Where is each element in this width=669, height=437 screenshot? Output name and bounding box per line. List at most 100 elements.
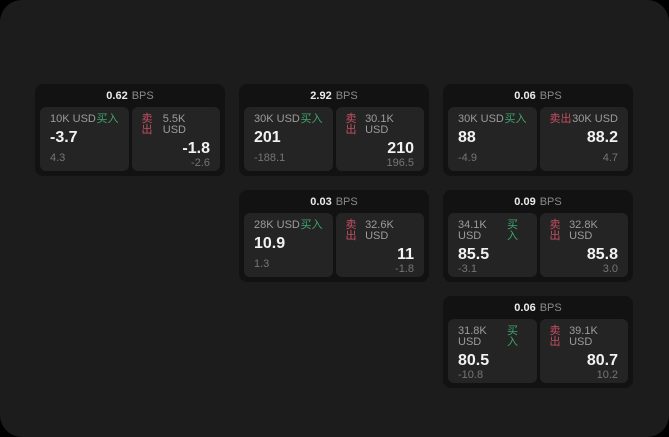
buy-panel-top: 34.1K USD 买入 <box>458 220 527 242</box>
sell-value: 11 <box>397 246 414 263</box>
buy-panel[interactable]: 30K USD 买入 201 -188.1 <box>244 107 333 171</box>
buy-panel[interactable]: 34.1K USD 买入 85.5 -3.1 <box>448 213 537 277</box>
sell-amount-label: 32.6K USD <box>365 219 394 242</box>
buy-side-label: 买入 <box>300 113 323 125</box>
buy-panel-top: 30K USD 买入 <box>254 114 323 125</box>
sell-value: 210 <box>387 140 414 157</box>
quote-card: 0.09 BPS 34.1K USD 买入 85.5 -3.1 卖出 32.8K… <box>443 190 633 282</box>
sell-amount-label: 5.5K USD <box>162 113 186 136</box>
buy-amount-label: 34.1K USD <box>458 219 487 242</box>
buy-value: 201 <box>254 129 281 146</box>
sell-value: 80.7 <box>586 352 618 369</box>
sell-sub-value: -1.8 <box>395 262 414 275</box>
sell-panel[interactable]: 卖出 30K USD 88.2 4.7 <box>539 107 628 171</box>
sell-sub-value: -2.6 <box>191 156 210 169</box>
quote-card: 0.06 BPS 30K USD 买入 88 -4.9 卖出 30K USD 8… <box>443 84 633 176</box>
buy-side-label: 买入 <box>506 325 518 348</box>
sell-sub-value: 10.2 <box>596 368 618 381</box>
buy-side-label: 买入 <box>96 113 119 125</box>
buy-sub-value: -4.9 <box>458 152 477 164</box>
sell-side-label: 卖出 <box>345 113 357 136</box>
sell-amount-label: 30.1K USD <box>365 113 394 136</box>
sell-side-label: 卖出 <box>549 219 561 242</box>
bps-value: 0.62 <box>106 89 128 102</box>
bps-value: 2.92 <box>310 89 332 102</box>
buy-amount-label: 30K USD <box>254 113 300 125</box>
buy-sub-value: -3.1 <box>458 262 477 275</box>
sell-sub-value: 3.0 <box>602 262 618 275</box>
sell-side-label: 卖出 <box>141 113 153 136</box>
panels-row: 30K USD 买入 201 -188.1 卖出 30.1K USD 210 1… <box>244 107 424 171</box>
buy-amount-label: 10K USD <box>50 113 96 125</box>
buy-panel-top: 30K USD 买入 <box>458 114 527 125</box>
sell-panel-top: 卖出 5.5K USD <box>142 114 211 136</box>
sell-panel[interactable]: 卖出 32.6K USD 11 -1.8 <box>335 213 424 277</box>
buy-side-label: 买入 <box>300 219 323 231</box>
buy-amount-label: 28K USD <box>254 219 300 231</box>
sell-value: 85.8 <box>586 246 618 263</box>
sell-panel-top: 卖出 30K USD <box>550 114 619 125</box>
quote-card: 0.62 BPS 10K USD 买入 -3.7 4.3 卖出 5.5K USD… <box>35 84 225 176</box>
buy-sub-value: -10.8 <box>458 368 484 381</box>
quote-card: 2.92 BPS 30K USD 买入 201 -188.1 卖出 30.1K … <box>239 84 429 176</box>
card-header: 0.06 BPS <box>448 84 628 107</box>
buy-amount-label: 30K USD <box>458 113 504 125</box>
sell-panel-top: 卖出 32.8K USD <box>550 220 619 242</box>
buy-panel[interactable]: 10K USD 买入 -3.7 4.3 <box>40 107 129 171</box>
buy-sub-value: -188.1 <box>254 152 286 164</box>
sell-amount-label: 30K USD <box>572 113 618 125</box>
bps-value: 0.09 <box>514 195 536 208</box>
sell-sub-value: 196.5 <box>386 156 414 169</box>
sell-amount-label: 32.8K USD <box>569 219 598 242</box>
buy-panel[interactable]: 31.8K USD 买入 80.5 -10.8 <box>448 319 537 383</box>
panels-row: 31.8K USD 买入 80.5 -10.8 卖出 39.1K USD 80.… <box>448 319 628 383</box>
buy-sub-value: 4.3 <box>50 152 66 164</box>
buy-side-label: 买入 <box>506 219 518 242</box>
sell-side-label: 卖出 <box>549 113 572 125</box>
sell-panel-top: 卖出 30.1K USD <box>346 114 415 136</box>
bps-unit-label: BPS <box>539 195 562 208</box>
buy-value: 10.9 <box>254 235 286 252</box>
bps-unit-label: BPS <box>335 89 358 102</box>
bps-unit-label: BPS <box>539 89 562 102</box>
panels-row: 28K USD 买入 10.9 1.3 卖出 32.6K USD 11 -1.8 <box>244 213 424 277</box>
buy-value: 85.5 <box>458 246 490 263</box>
buy-panel-top: 31.8K USD 买入 <box>458 326 527 348</box>
sell-panel-top: 卖出 39.1K USD <box>550 326 619 348</box>
quote-card: 0.03 BPS 28K USD 买入 10.9 1.3 卖出 32.6K US… <box>239 190 429 282</box>
sell-side-label: 卖出 <box>345 219 357 242</box>
sell-side-label: 卖出 <box>549 325 561 348</box>
buy-value: 88 <box>458 129 476 146</box>
buy-sub-value: 1.3 <box>254 258 270 270</box>
buy-panel-top: 28K USD 买入 <box>254 220 323 231</box>
buy-panel[interactable]: 28K USD 买入 10.9 1.3 <box>244 213 333 277</box>
sell-panel[interactable]: 卖出 32.8K USD 85.8 3.0 <box>539 213 628 277</box>
bps-unit-label: BPS <box>131 89 154 102</box>
sell-panel[interactable]: 卖出 5.5K USD -1.8 -2.6 <box>131 107 220 171</box>
buy-side-label: 买入 <box>504 113 527 125</box>
bps-unit-label: BPS <box>539 301 562 314</box>
buy-value: 80.5 <box>458 352 490 369</box>
panels-row: 34.1K USD 买入 85.5 -3.1 卖出 32.8K USD 85.8… <box>448 213 628 277</box>
bps-value: 0.06 <box>514 301 536 314</box>
bps-value: 0.03 <box>310 195 332 208</box>
card-header: 2.92 BPS <box>244 84 424 107</box>
sell-panel-top: 卖出 32.6K USD <box>346 220 415 242</box>
quote-card: 0.06 BPS 31.8K USD 买入 80.5 -10.8 卖出 39.1… <box>443 296 633 388</box>
buy-value: -3.7 <box>50 129 78 146</box>
card-header: 0.62 BPS <box>40 84 220 107</box>
panels-row: 30K USD 买入 88 -4.9 卖出 30K USD 88.2 4.7 <box>448 107 628 171</box>
sell-value: -1.8 <box>182 140 210 157</box>
card-header: 0.03 BPS <box>244 190 424 213</box>
bps-value: 0.06 <box>514 89 536 102</box>
panels-row: 10K USD 买入 -3.7 4.3 卖出 5.5K USD -1.8 -2.… <box>40 107 220 171</box>
sell-panel[interactable]: 卖出 39.1K USD 80.7 10.2 <box>539 319 628 383</box>
bps-unit-label: BPS <box>335 195 358 208</box>
sell-panel[interactable]: 卖出 30.1K USD 210 196.5 <box>335 107 424 171</box>
buy-panel[interactable]: 30K USD 买入 88 -4.9 <box>448 107 537 171</box>
sell-amount-label: 39.1K USD <box>569 325 598 348</box>
buy-amount-label: 31.8K USD <box>458 325 487 348</box>
buy-panel-top: 10K USD 买入 <box>50 114 119 125</box>
sell-value: 88.2 <box>586 129 618 146</box>
